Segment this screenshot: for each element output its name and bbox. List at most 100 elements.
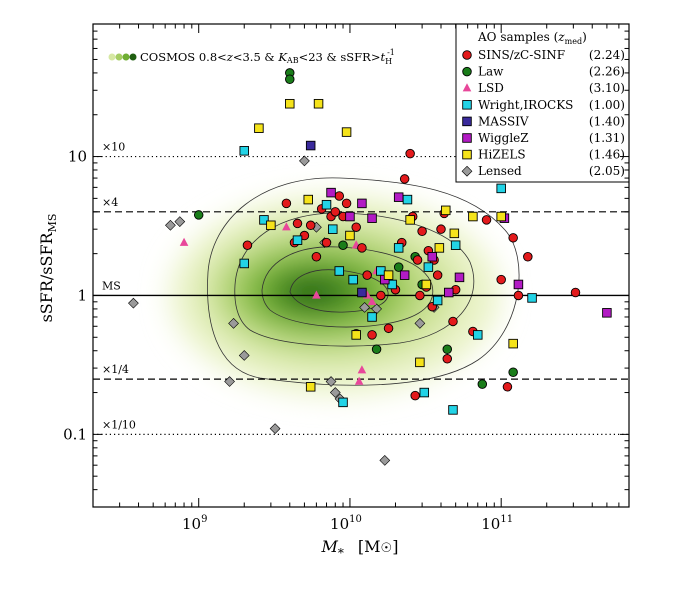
data-point xyxy=(508,233,518,243)
data-point xyxy=(442,354,453,364)
data-point xyxy=(357,198,367,209)
legend-label: SINS/zC-SINF xyxy=(478,48,565,62)
data-point xyxy=(405,148,415,159)
legend-marker xyxy=(462,116,472,127)
data-point xyxy=(393,243,404,253)
data-point xyxy=(266,220,276,231)
y-tick-label: 10 xyxy=(68,148,87,166)
data-point xyxy=(454,272,465,283)
data-point xyxy=(376,290,386,301)
legend-marker xyxy=(462,50,472,60)
data-point xyxy=(421,279,432,290)
data-point xyxy=(282,222,291,231)
data-point xyxy=(427,251,437,262)
data-point xyxy=(348,274,358,285)
data-point xyxy=(502,382,513,392)
x-tick-label-exponent: 10 xyxy=(349,514,362,525)
data-point xyxy=(448,405,458,415)
data-point xyxy=(341,127,352,137)
data-point xyxy=(228,317,239,329)
data-point xyxy=(292,218,303,229)
data-point xyxy=(292,235,303,245)
data-point xyxy=(436,224,446,234)
data-point xyxy=(359,302,370,313)
legend-title: AO samples (zmed) xyxy=(477,30,587,46)
data-point xyxy=(496,274,506,285)
contour-middle xyxy=(234,212,475,347)
data-point xyxy=(415,290,425,301)
legend-box xyxy=(455,23,630,183)
data-point xyxy=(442,344,453,354)
data-point xyxy=(345,211,355,222)
data-point xyxy=(334,266,345,276)
data-point xyxy=(330,207,341,217)
data-point xyxy=(367,312,377,322)
data-series xyxy=(128,68,612,466)
series-hizels xyxy=(254,98,518,392)
data-point xyxy=(305,140,316,151)
cosmos-legend-dot-1 xyxy=(108,53,116,61)
data-point xyxy=(449,228,460,239)
data-point xyxy=(321,237,332,248)
reference-line-label: ×1/10 xyxy=(102,418,136,431)
data-point xyxy=(242,240,253,250)
data-point xyxy=(357,243,367,253)
data-point xyxy=(523,251,533,262)
cosmos-legend-dot-3 xyxy=(122,53,130,61)
data-point xyxy=(269,423,281,434)
legend-zmed: (3.10) xyxy=(589,81,625,95)
legend-zmed: (2.26) xyxy=(589,65,625,79)
data-point xyxy=(179,237,189,246)
x-tick-label: 109 xyxy=(182,514,207,533)
data-point xyxy=(371,344,382,354)
contour-core xyxy=(289,269,389,313)
reference-line-label: ×1/4 xyxy=(102,363,129,376)
data-point xyxy=(224,376,235,387)
legend-zmed: (1.00) xyxy=(589,98,625,112)
legend-zmed: (2.24) xyxy=(589,48,625,62)
data-point xyxy=(334,191,345,201)
data-point xyxy=(508,338,518,349)
cosmos-density xyxy=(170,177,520,395)
data-point xyxy=(379,454,391,466)
data-point xyxy=(441,205,451,216)
reference-line-label: ×10 xyxy=(102,141,125,154)
data-point xyxy=(419,387,430,398)
data-point xyxy=(399,174,410,184)
data-point xyxy=(354,376,364,385)
y-tick-label: 0.1 xyxy=(63,425,87,443)
data-point xyxy=(325,376,337,387)
legend-zmed: (1.40) xyxy=(589,114,625,128)
data-point xyxy=(393,192,404,202)
data-point xyxy=(259,215,269,225)
legend-zmed: (1.46) xyxy=(589,148,625,162)
x-axis: 109 1010 1011 xyxy=(92,24,630,533)
x-axis-label: M* [M☉] xyxy=(321,537,399,560)
data-point xyxy=(448,316,458,327)
data-point xyxy=(450,240,461,250)
data-point xyxy=(311,251,322,262)
data-point xyxy=(174,216,186,228)
data-point xyxy=(357,365,367,374)
plot-frame xyxy=(92,23,630,508)
data-point xyxy=(285,74,295,85)
data-point xyxy=(477,379,488,389)
y-tick-label: 1 xyxy=(77,286,87,304)
reference-lines: ×10 ×4 MS ×1/4 ×1/10 xyxy=(93,141,629,435)
legend-zmed: (1.31) xyxy=(589,131,625,145)
cosmos-density-fill xyxy=(170,195,500,395)
x-tick-label: 1011 xyxy=(481,514,513,533)
data-point xyxy=(303,194,313,205)
data-point xyxy=(570,287,581,298)
legend-label: WiggleZ xyxy=(478,131,529,145)
data-point xyxy=(402,194,413,205)
data-point xyxy=(338,240,348,250)
data-point xyxy=(405,215,415,225)
data-point xyxy=(496,183,506,194)
data-point xyxy=(238,350,250,361)
data-point xyxy=(367,330,377,340)
legend-marker xyxy=(462,83,472,92)
data-point xyxy=(357,287,367,298)
data-point xyxy=(468,211,478,222)
data-point xyxy=(326,187,336,198)
